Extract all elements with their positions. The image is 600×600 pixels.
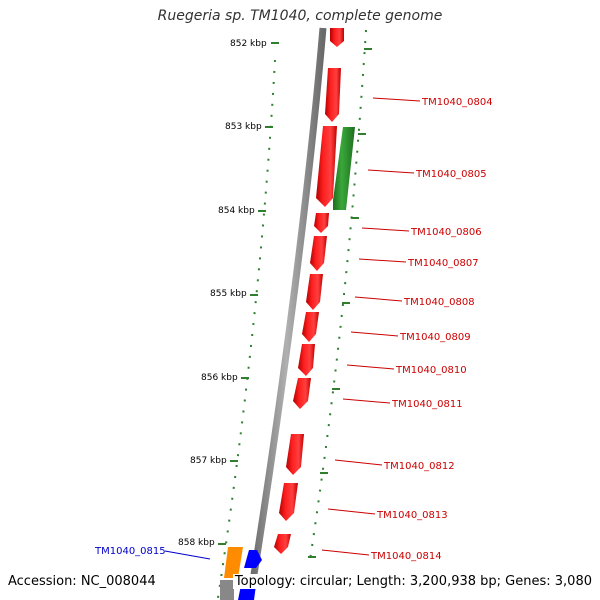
gene-arrow-0805[interactable]: [316, 126, 337, 207]
gene-arrow-blue[interactable]: [244, 550, 262, 568]
right-tick-marks: [308, 48, 372, 558]
tick-label: 858 kbp: [178, 538, 215, 548]
gene-label[interactable]: TM1040_0806: [410, 227, 482, 238]
label-leader-0815: [164, 550, 211, 560]
gene-label[interactable]: TM1040_0810: [395, 365, 467, 376]
gene-label-0815[interactable]: TM1040_0815: [94, 546, 166, 557]
gene-arrow-0811[interactable]: [293, 378, 311, 409]
label-leaders: [321, 97, 421, 556]
gene-label[interactable]: TM1040_0804: [421, 97, 493, 108]
gene-grey-block: [220, 580, 234, 600]
tick-label: 852 kbp: [230, 39, 267, 49]
tick-label: 855 kbp: [210, 289, 247, 299]
gene-arrow-0809[interactable]: [302, 312, 319, 342]
gene-arrow-0808[interactable]: [306, 274, 323, 310]
genome-info-text: Topology: circular; Length: 3,200,938 bp…: [232, 574, 592, 589]
tick-track-left: [217, 59, 276, 599]
gene-arrow-0807[interactable]: [310, 236, 327, 271]
genome-backbone: [246, 27, 327, 600]
gene-arrow-0804[interactable]: [325, 68, 341, 122]
gene-arrow-green[interactable]: [333, 127, 355, 210]
tick-label: 853 kbp: [225, 122, 262, 132]
gene-arrow-0810[interactable]: [298, 344, 315, 376]
gene-label[interactable]: TM1040_0814: [370, 551, 442, 562]
gene-arrow-0814[interactable]: [274, 534, 291, 554]
gene-label[interactable]: TM1040_0808: [403, 297, 475, 308]
tick-track-right: [309, 29, 367, 561]
gene-arrow-0806[interactable]: [314, 213, 329, 233]
map-title: Ruegeria sp. TM1040, complete genome: [157, 8, 443, 24]
gene-arrow-0813[interactable]: [279, 483, 298, 521]
gene-label[interactable]: TM1040_0813: [376, 510, 448, 521]
gene-arrow-0812[interactable]: [286, 434, 304, 475]
gene-arrow[interactable]: [330, 28, 344, 47]
gene-label[interactable]: TM1040_0809: [399, 332, 471, 343]
forward-genes: [274, 28, 344, 554]
accession-text: Accession: NC_008044: [8, 574, 156, 589]
gene-arrow-0815-orange[interactable]: [224, 547, 243, 578]
gene-label[interactable]: TM1040_0807: [407, 258, 479, 269]
tick-label: 854 kbp: [218, 206, 255, 216]
gene-label[interactable]: TM1040_0812: [383, 461, 455, 472]
scale-ticks: 852 kbp 853 kbp 854 kbp 855 kbp 856 kbp …: [178, 39, 279, 548]
gene-label[interactable]: TM1040_0811: [391, 399, 463, 410]
gene-labels: TM1040_0804 TM1040_0805 TM1040_0806 TM10…: [94, 97, 493, 562]
tick-label: 857 kbp: [190, 456, 227, 466]
tick-label: 856 kbp: [201, 373, 238, 383]
gene-label[interactable]: TM1040_0805: [415, 169, 487, 180]
